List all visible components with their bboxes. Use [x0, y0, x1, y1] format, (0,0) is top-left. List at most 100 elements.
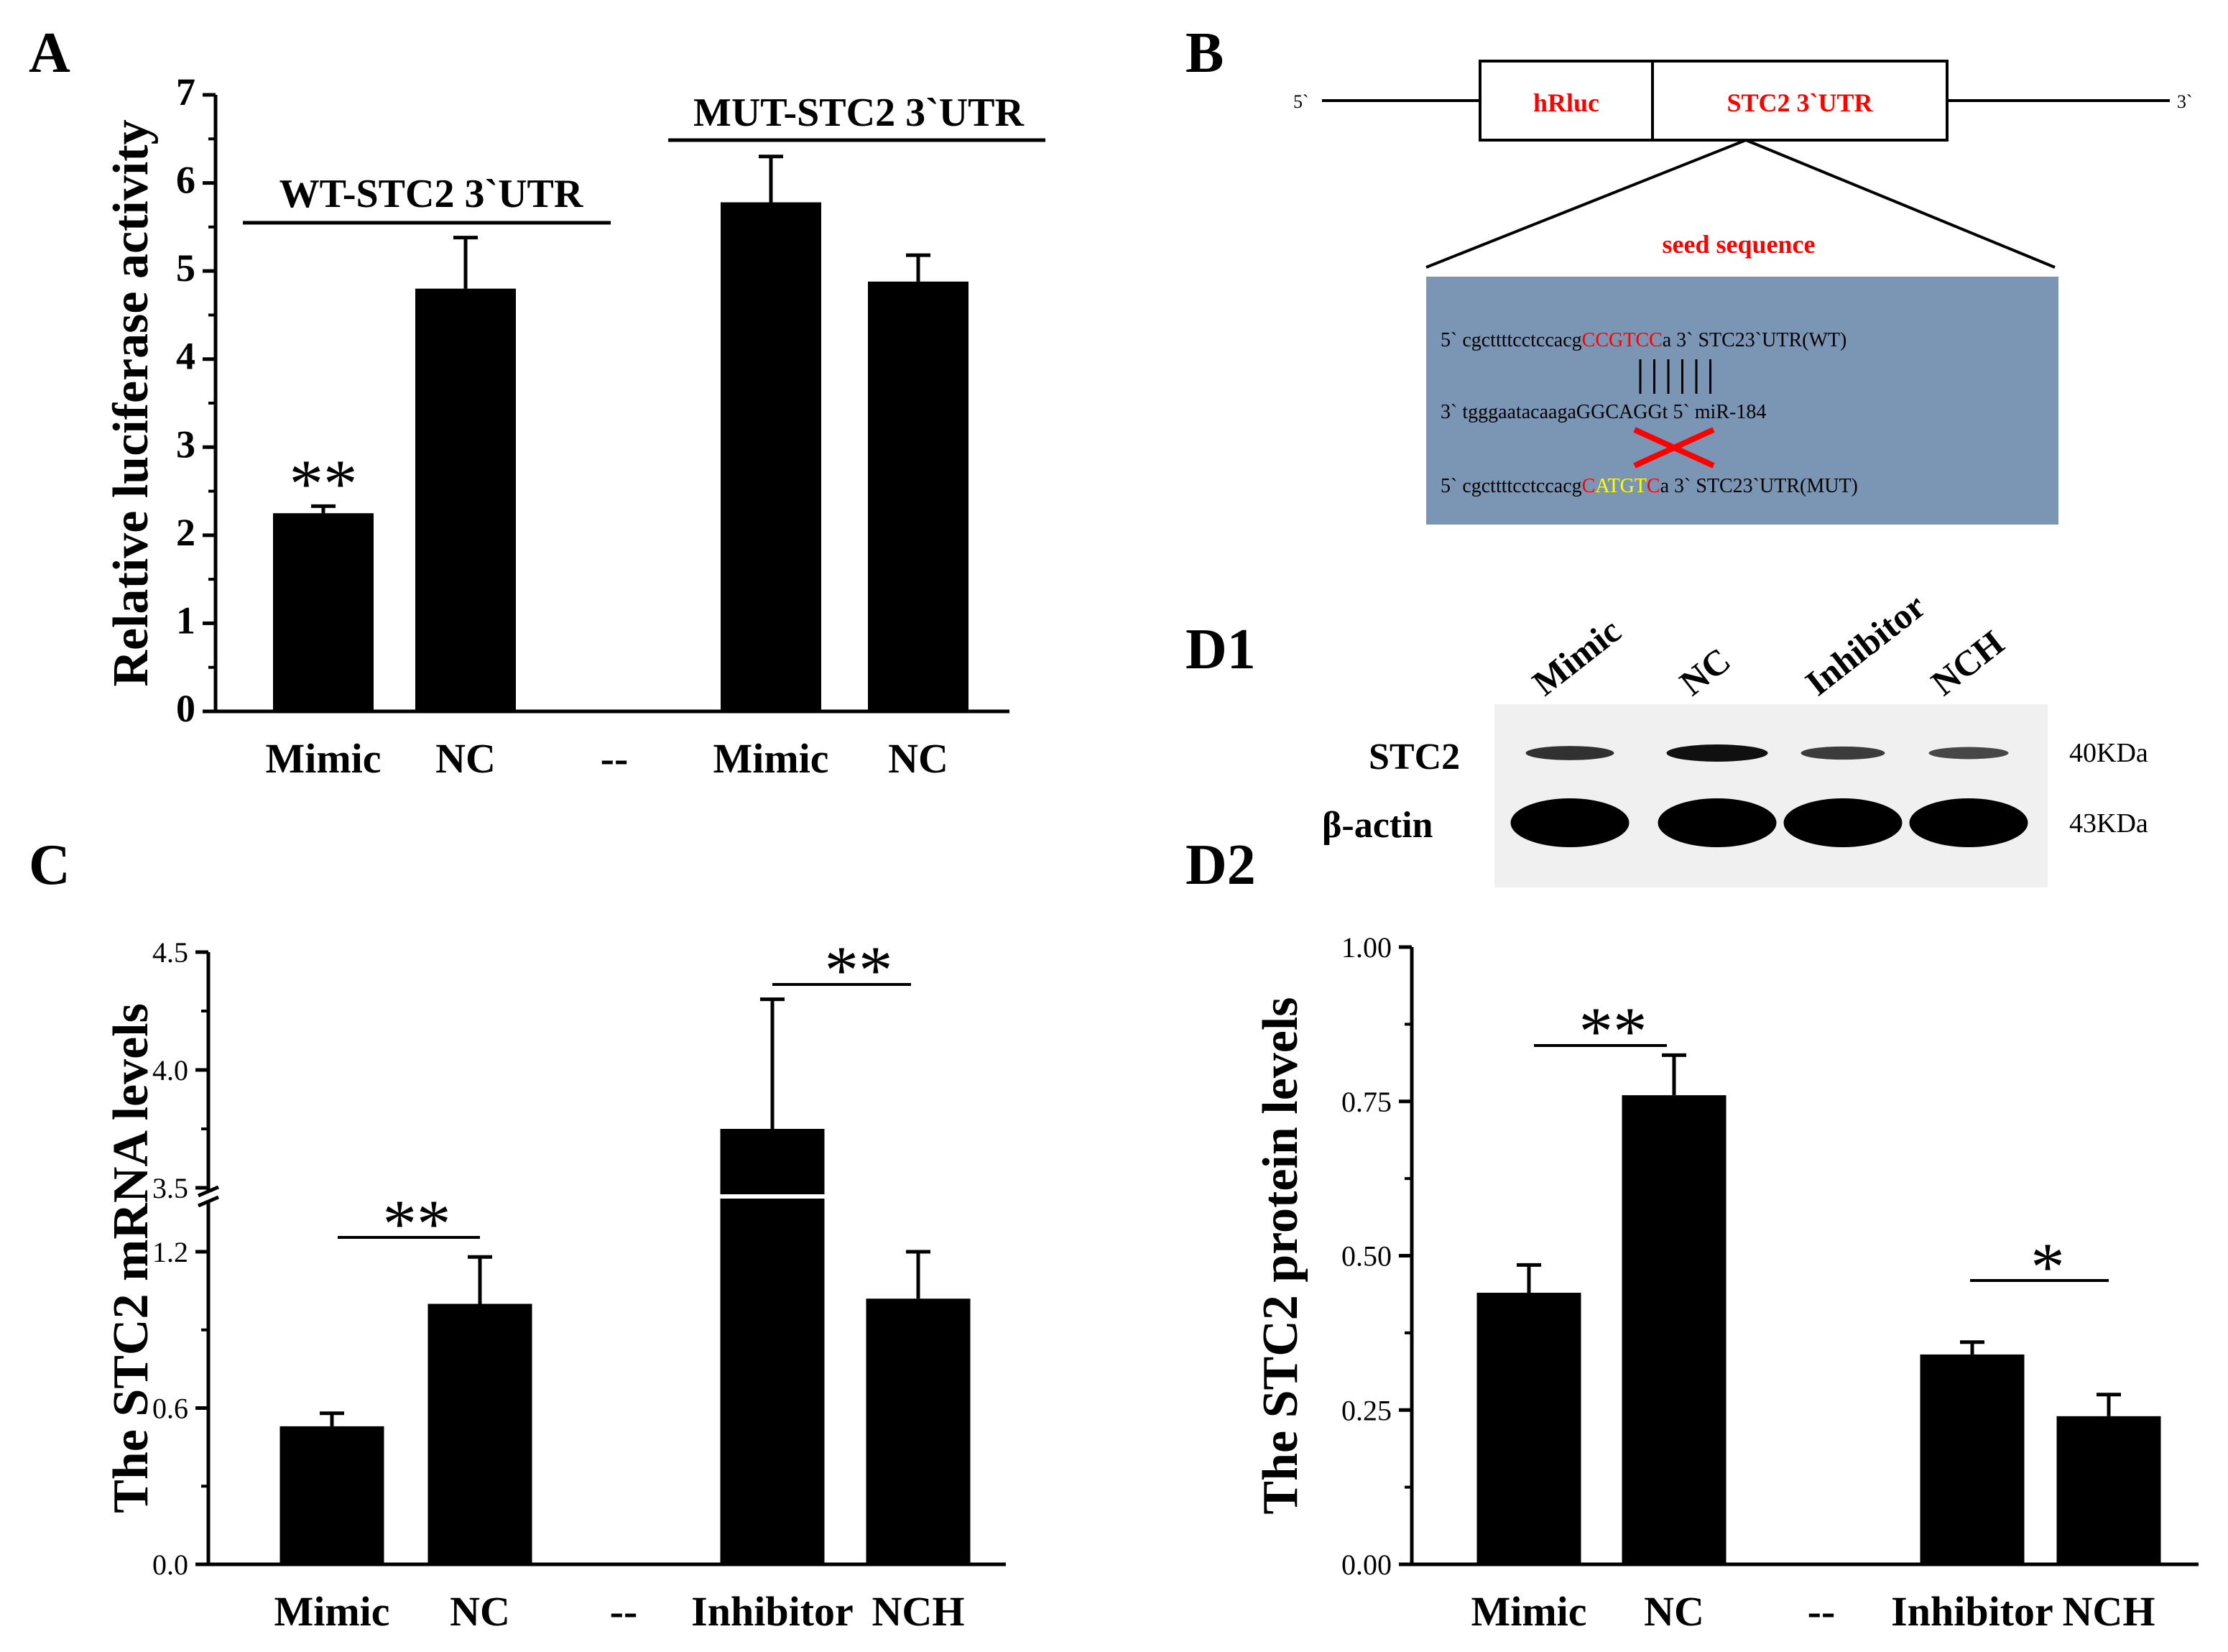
group-label-mut: MUT-STC2 3`UTR [693, 91, 1025, 135]
blot-band-stc2 [1928, 747, 2009, 760]
y-tick-label: 4.0 [152, 1054, 188, 1086]
bar [415, 288, 516, 712]
chart-a: 0 1 2 3 4 5 6 7 Relative luciferase activity Mimi… [103, 70, 1045, 782]
bar [1476, 1293, 1581, 1564]
bar-break-gap [718, 1194, 826, 1199]
lane-label: Inhibitor [1798, 586, 1933, 703]
x-tick-label: -- [610, 1588, 638, 1635]
cross-mark-stroke-2 [1633, 427, 1715, 469]
x-tick-label: Mimic [713, 735, 828, 782]
y-axis-title: The STC2 mRNA levels [103, 1003, 159, 1513]
blot-band-beta-actin [1658, 798, 1777, 847]
axis-break-mark [198, 1185, 219, 1198]
bar [866, 1298, 971, 1564]
y-tick-label: 6 [176, 159, 195, 202]
x-tick-label: -- [1808, 1588, 1836, 1635]
bar [1622, 1095, 1727, 1564]
three-prime-label: 3` [2177, 91, 2193, 112]
blot-band-beta-actin [1510, 798, 1630, 847]
y-tick-label: 1.00 [1341, 931, 1392, 964]
x-tick-label: NC [1644, 1588, 1704, 1635]
blot-background [1494, 704, 2048, 887]
size-label-stc2: 40KDa [2069, 738, 2148, 768]
bar [868, 281, 969, 711]
significance-mark: ** [1579, 993, 1647, 1069]
axis-break-mark [198, 1195, 219, 1208]
x-tick-label: NC [450, 1588, 510, 1635]
group-label-wt: WT-STC2 3`UTR [279, 172, 583, 216]
y-axis-title: Relative luciferase activity [103, 119, 159, 686]
hrluc-label: hRluc [1533, 88, 1599, 117]
x-tick-label: -- [601, 735, 629, 782]
significance-mark: ** [383, 1186, 451, 1262]
bar [720, 1129, 825, 1564]
panel-label-d2: D2 [1185, 834, 1256, 897]
bar [427, 1303, 532, 1564]
lane-label: NC [1672, 640, 1737, 703]
x-tick-label: Mimic [1471, 1588, 1586, 1635]
blot-band-beta-actin [1783, 798, 1903, 847]
x-tick-label: Inhibitor [691, 1588, 854, 1635]
y-tick-label: 1.2 [152, 1236, 188, 1268]
y-tick-label: 0.0 [152, 1549, 188, 1581]
x-tick-label: NCH [2063, 1588, 2155, 1635]
stc2-utr-label: STC2 3`UTR [1727, 88, 1873, 117]
blot-band-stc2 [1525, 746, 1614, 760]
y-tick-label: 0.6 [152, 1393, 188, 1425]
y-tick-label: 0.75 [1341, 1086, 1392, 1118]
size-label-beta-actin: 43KDa [2069, 808, 2148, 839]
significance-mark: * [2030, 1229, 2065, 1305]
blot-band-beta-actin [1909, 798, 2028, 847]
bar [721, 202, 821, 712]
bar [279, 1426, 384, 1564]
wt-sequence: 5` cgcttttcctccacgCCGTCCa 3` STC23`UTR(W… [1441, 329, 1846, 351]
lane-label: Mimic [1525, 610, 1628, 703]
y-tick-label: 0.00 [1341, 1549, 1392, 1581]
significance-mark: ** [290, 446, 358, 522]
mut-sequence: 5` cgcttttcctccacgCATGTCa 3` STC23`UTR(M… [1441, 475, 1858, 497]
y-tick-label: 4 [176, 335, 195, 378]
y-tick-label: 4.5 [152, 936, 188, 969]
chart-d2: 0.00 0.25 0.50 0.75 1.00 The STC2 protein lev… [1253, 931, 2199, 1635]
y-tick-label: 7 [176, 70, 195, 114]
bar [2056, 1416, 2161, 1564]
base-pair-lines [1639, 359, 1711, 394]
lane-label: NCH [1923, 622, 2011, 703]
x-tick-label: NCH [872, 1588, 965, 1635]
bar [1920, 1354, 2025, 1564]
y-tick-label: 2 [176, 511, 195, 554]
bar [273, 513, 374, 711]
zoom-line-left [1425, 139, 1747, 269]
stc2-utr-box [1651, 60, 1949, 142]
panel-label-d1: D1 [1185, 618, 1256, 681]
five-prime-label: 5` [1293, 91, 1309, 112]
y-tick-label: 5 [176, 246, 195, 290]
seed-sequence-title: seed sequence [1663, 230, 1816, 259]
significance-mark: ** [825, 932, 893, 1008]
x-tick-label: Mimic [274, 1588, 389, 1635]
seed-box [1426, 277, 2058, 525]
x-tick-label: Mimic [265, 735, 381, 782]
blot-band-stc2 [1801, 746, 1885, 760]
panel-label-c: C [29, 834, 70, 897]
y-tick-label: 0.25 [1341, 1394, 1392, 1426]
row-label-beta-actin: β-actin [1322, 805, 1433, 846]
panel-label-a: A [29, 22, 70, 85]
y-tick-label: 0.50 [1341, 1240, 1392, 1273]
zoom-line-right [1745, 139, 2056, 269]
y-tick-label: 3.5 [152, 1172, 188, 1204]
y-tick-label: 1 [176, 599, 195, 642]
blot-bands [1510, 744, 2028, 847]
x-tick-label: NC [435, 735, 496, 782]
y-tick-label: 3 [176, 423, 195, 466]
y-tick-label: 0 [176, 687, 195, 730]
chart-c: 0.0 0.6 1.2 3.5 4.0 4.5 The STC2 mRNA levels Mi… [103, 932, 1006, 1635]
panel-b-diagram: 5` 3` hRluc STC2 3`UTR seed sequence 5` … [1293, 60, 2193, 525]
blot-band-stc2 [1666, 744, 1768, 762]
mir-sequence: 3` tgggaatacaagaGGCAGGt 5` miR-184 [1441, 401, 1766, 423]
x-tick-label: NC [888, 735, 948, 782]
